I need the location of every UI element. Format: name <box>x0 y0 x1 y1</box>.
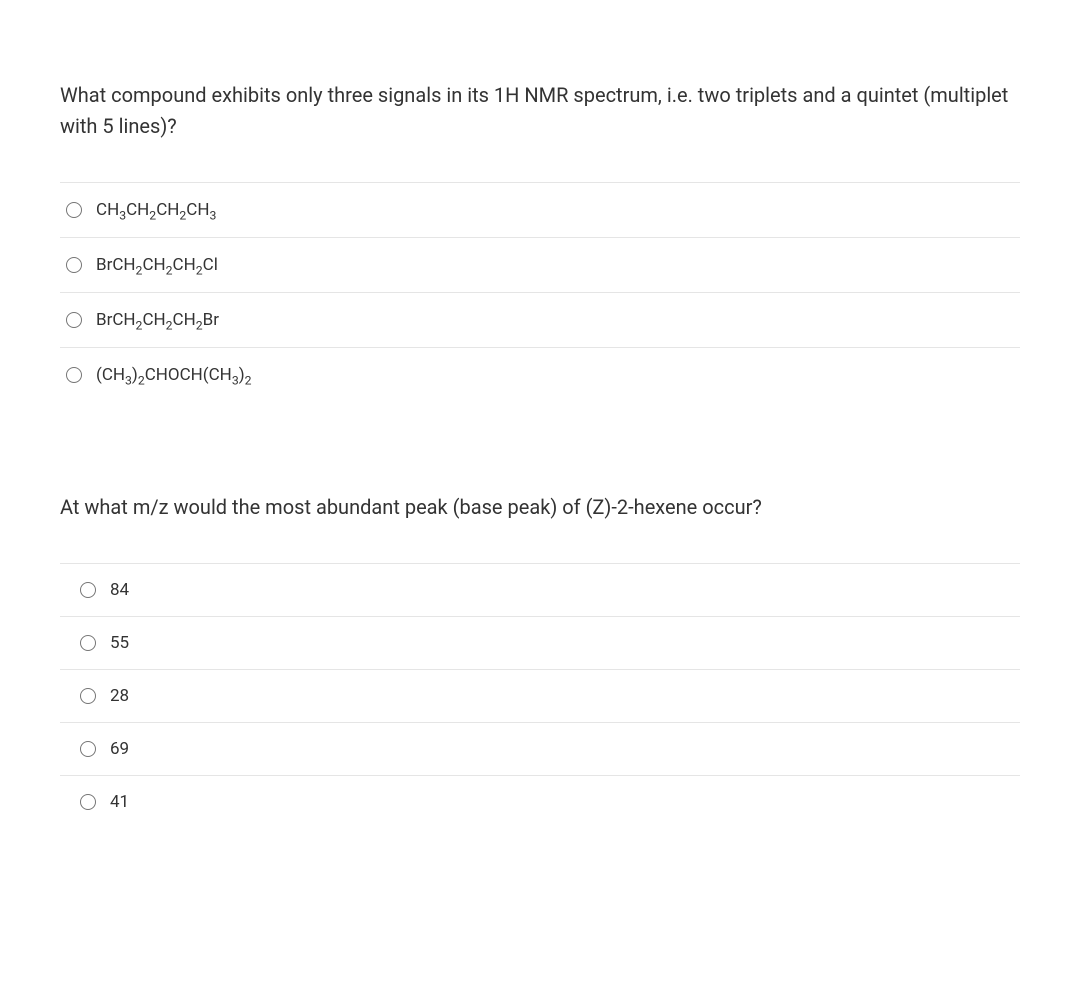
option-label: (CH3)2CHOCH(CH3)2 <box>96 365 252 385</box>
option-label: BrCH2CH2CH2Br <box>96 310 219 330</box>
option-label: BrCH2CH2CH2Cl <box>96 255 218 275</box>
option-label: 28 <box>110 686 129 706</box>
option-radio[interactable] <box>66 367 82 383</box>
option-row[interactable]: CH3CH2CH2CH3 <box>60 183 1020 238</box>
option-radio[interactable] <box>80 794 96 810</box>
option-radio[interactable] <box>80 582 96 598</box>
option-row[interactable]: 41 <box>60 776 1020 828</box>
option-radio[interactable] <box>66 257 82 273</box>
option-label: 41 <box>110 792 129 812</box>
option-radio[interactable] <box>66 202 82 218</box>
option-radio[interactable] <box>80 688 96 704</box>
question-1-block: What compound exhibits only three signal… <box>60 80 1020 402</box>
option-row[interactable]: BrCH2CH2CH2Cl <box>60 238 1020 293</box>
option-row[interactable]: 28 <box>60 670 1020 723</box>
option-row[interactable]: BrCH2CH2CH2Br <box>60 293 1020 348</box>
option-label: 69 <box>110 739 129 759</box>
option-label: 55 <box>110 633 129 653</box>
question-1-text: What compound exhibits only three signal… <box>60 80 1020 142</box>
option-label: CH3CH2CH2CH3 <box>96 200 216 220</box>
option-row[interactable]: (CH3)2CHOCH(CH3)2 <box>60 348 1020 402</box>
option-label: 84 <box>110 580 129 600</box>
option-radio[interactable] <box>66 312 82 328</box>
question-2-block: At what m/z would the most abundant peak… <box>60 492 1020 828</box>
question-2-text: At what m/z would the most abundant peak… <box>60 492 1020 523</box>
option-radio[interactable] <box>80 741 96 757</box>
option-row[interactable]: 55 <box>60 617 1020 670</box>
option-row[interactable]: 69 <box>60 723 1020 776</box>
option-radio[interactable] <box>80 635 96 651</box>
question-1-options: CH3CH2CH2CH3 BrCH2CH2CH2Cl BrCH2CH2CH2Br (C… <box>60 182 1020 402</box>
option-row[interactable]: 84 <box>60 564 1020 617</box>
question-2-options: 84 55 28 69 41 <box>60 563 1020 828</box>
